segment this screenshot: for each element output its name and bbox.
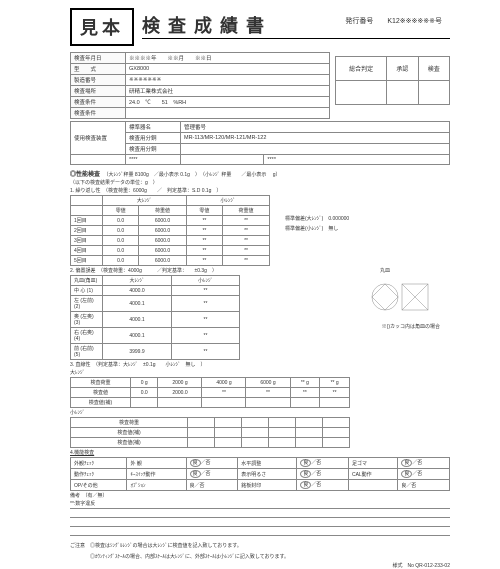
form-no: 様式 No QR-012-233-02 (70, 562, 450, 569)
func-title: 4.機能検査 (70, 449, 450, 456)
s1-title: 1. 繰り返し性 （検査荷重：6000g ／ 判定基準：S.D 0.1g ） (70, 187, 450, 194)
linearity-table-1: 検査荷重0 g2000 g4000 g6000 g** g** g 検査値0.0… (70, 377, 350, 408)
equipment-table: 使用検査装置標準器名管理番号 検査用分銅MR-113/MR-120/MR-121… (70, 121, 450, 165)
basic-info-table: 検査年月日※※※※年 ※※月 ※※日 型 式GX8000 製造番号※※※※※※※… (70, 52, 330, 119)
pan-diagram (370, 277, 430, 317)
perf-title: ◎性能検査 (70, 172, 100, 178)
sample-stamp: 見本 (70, 8, 134, 46)
remarks-lines (70, 508, 450, 538)
footnote-1: ご注意 ◎検査はｼﾝｸﾞﾙﾚﾝｼﾞの場合は大ﾚﾝｼﾞに検査値を記入致しております… (70, 542, 450, 549)
judge-table: 総合判定承認検査 (335, 56, 450, 105)
function-table: 外観ﾁｪｯｸ外 観良／否水平調整良／否足ゴマ良／否 動作ﾁｪｯｸｷｰｽｲｯﾁ動作… (70, 457, 450, 491)
repeatability-table: 大ﾚﾝｼﾞ小ﾚﾝｼﾞ 零値荷重値零値荷重値 1回目0.06000.0**** 2… (70, 195, 270, 266)
issue-label: 発行番号 (345, 18, 373, 25)
eccentric-table: 丸皿(角皿)大ﾚﾝｼﾞ小ﾚﾝｼﾞ 中 心 (1)4000.0** 左 (左前)(… (70, 275, 240, 360)
linearity-table-2: 検査荷重 検査値(補) 検査値(補) (70, 417, 350, 448)
footnote-2: ◎ｶｳﾝﾃｨﾝｸﾞｽｹｰﾙの場合、内部ｽｹｰﾙは大ﾚﾝｼﾞに、外部ｽｹｰﾙは小ﾚ… (70, 553, 450, 560)
s3-title: 3. 直線性 （判定基準：大ﾚﾝｼﾞ ±0.1g 小ﾚﾝｼﾞ 無し ） (70, 361, 450, 368)
s2-title: 2. 偏置誤差 （検査荷重：4000g ／判定基準： ±0.3g ） (70, 267, 450, 274)
issue-no: K12※※※※※※号 (387, 18, 442, 25)
remarks-title: 備考 （有／無） (70, 492, 450, 499)
